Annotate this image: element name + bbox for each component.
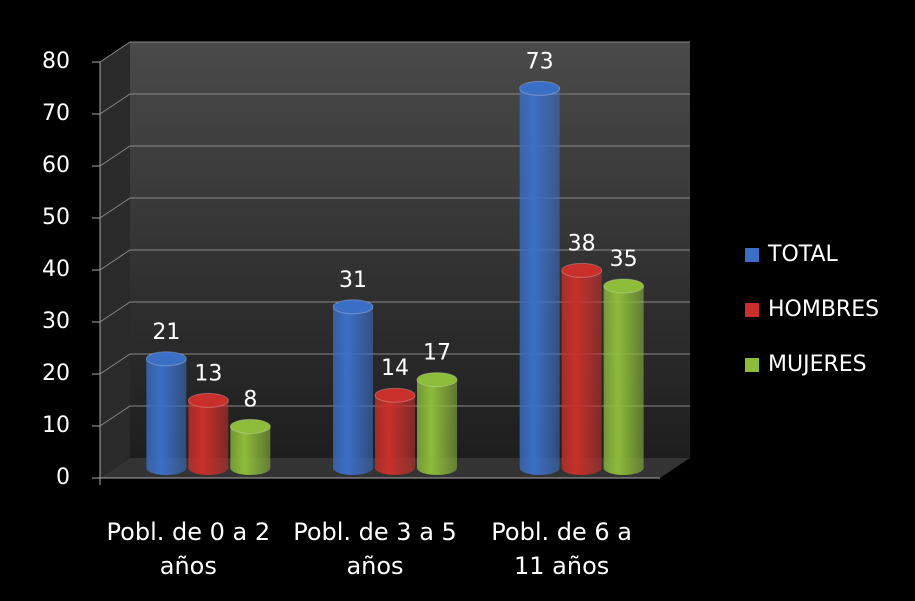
- grid-line: [99, 145, 690, 167]
- bar: [519, 88, 560, 476]
- grid-line: [99, 405, 690, 427]
- bar: [417, 379, 457, 475]
- x-tick-label: Pobl. de 3 a 5 años: [293, 518, 457, 580]
- value-label: 14: [381, 356, 409, 381]
- legend-label: HOMBRES: [768, 297, 879, 322]
- bar: [230, 426, 271, 475]
- bar-top: [145, 351, 187, 367]
- grid-line: [99, 249, 690, 271]
- value-label: 8: [243, 387, 257, 412]
- bar-top: [519, 80, 561, 96]
- legend-label: TOTAL: [767, 242, 839, 267]
- grid-line: [99, 353, 690, 375]
- y-tick-label: 40: [42, 257, 70, 282]
- bar: [333, 306, 373, 475]
- value-label: 31: [339, 268, 367, 293]
- y-tick-label: 10: [42, 413, 70, 438]
- bar: [561, 270, 602, 476]
- bar-top: [561, 262, 603, 278]
- bar: [603, 286, 644, 476]
- bar-top: [187, 392, 229, 408]
- y-tick-label: 50: [42, 205, 70, 230]
- x-tick-label: Pobl. de 6 a 11 años: [491, 518, 632, 580]
- bar-top: [332, 299, 374, 315]
- value-label: 73: [526, 49, 554, 74]
- bar: [188, 400, 229, 476]
- bar-top: [416, 372, 458, 388]
- bar-top: [603, 278, 645, 294]
- y-tick-label: 70: [42, 101, 70, 126]
- y-tick-label: 60: [42, 153, 70, 178]
- legend-swatch: [745, 248, 759, 262]
- y-tick-label: 20: [42, 361, 70, 386]
- value-label: 38: [568, 231, 596, 256]
- bar: [146, 358, 187, 476]
- grid-line: [99, 197, 690, 219]
- value-label: 17: [423, 341, 451, 366]
- legend-swatch: [745, 358, 759, 372]
- bar-top: [374, 387, 416, 403]
- grid-line: [99, 301, 690, 323]
- grid-line: [99, 93, 690, 115]
- y-tick-label: 0: [56, 465, 70, 490]
- bar-top: [229, 418, 271, 434]
- grid-line: [99, 41, 690, 63]
- value-label: 13: [194, 361, 222, 386]
- x-tick-label: Pobl. de 0 a 2 años: [106, 518, 271, 580]
- y-tick-label: 30: [42, 309, 70, 334]
- legend-label: MUJERES: [768, 352, 867, 377]
- value-label: 21: [152, 320, 180, 345]
- legend-swatch: [745, 303, 759, 317]
- y-tick-label: 80: [42, 49, 70, 74]
- bar: [375, 395, 415, 475]
- value-label: 35: [610, 247, 638, 272]
